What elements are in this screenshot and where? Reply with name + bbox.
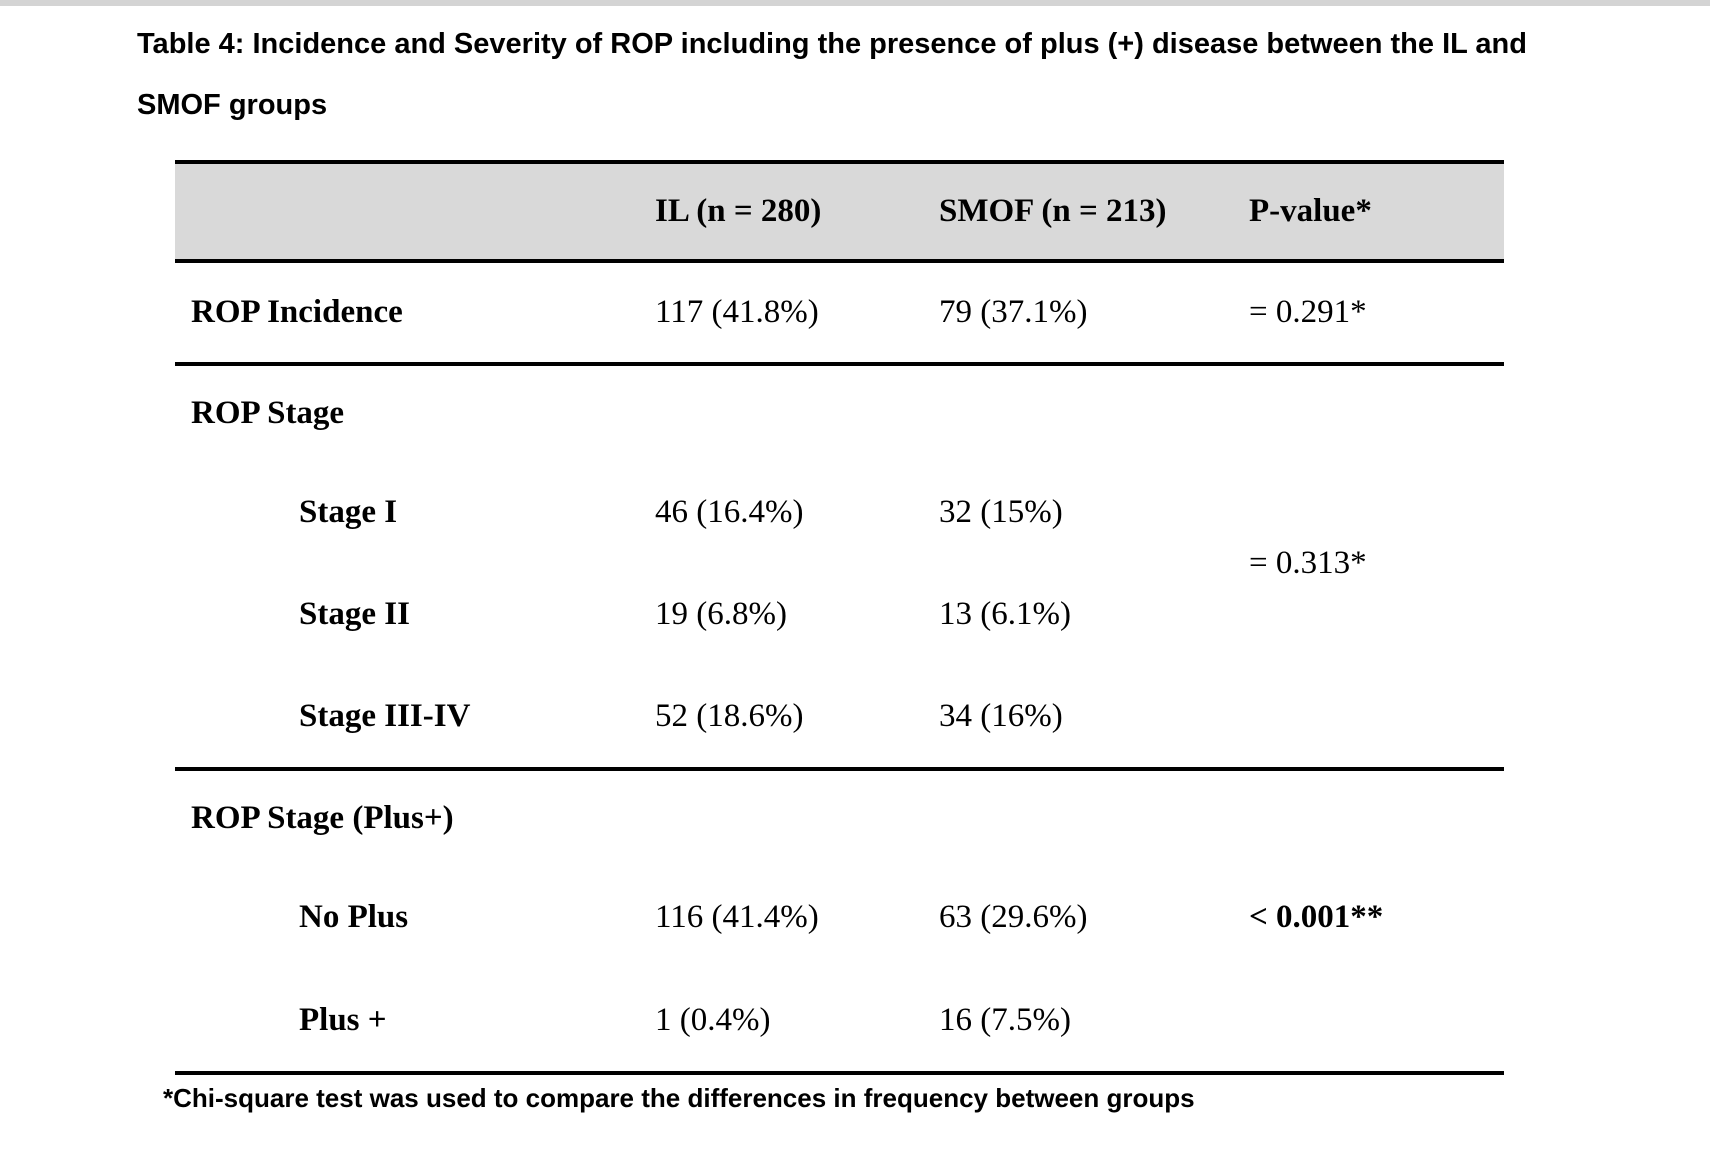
table-row-plus-heading: ROP Stage (Plus+) (175, 769, 1504, 866)
cell-stage-2-il: 19 (6.8%) (655, 595, 787, 632)
section-label-stage: ROP Stage (191, 395, 345, 431)
cell-no-plus-il: 116 (41.4%) (655, 899, 819, 935)
results-table-container: IL (n = 280) SMOF (n = 213) P-value* ROP… (175, 160, 1504, 1075)
cell-incidence-smof: 79 (37.1%) (939, 261, 1249, 366)
empty-cell (1249, 769, 1504, 866)
empty-cell (655, 364, 939, 461)
table-row-stage-2: Stage II 19 (6.8%) 13 (6.1%) (175, 563, 1504, 665)
table-caption: Table 4: Incidence and Severity of ROP i… (137, 14, 1617, 136)
cell-incidence-p: = 0.291* (1249, 261, 1504, 366)
row-label-stage-3-4: Stage III-IV (175, 665, 655, 771)
cell-stage-3-4-smof: 34 (16%) (939, 665, 1249, 771)
row-label-no-plus: No Plus (299, 899, 409, 935)
section-label-plus: ROP Stage (Plus+) (191, 800, 454, 836)
cell-incidence-il: 117 (41.8%) (655, 261, 939, 366)
table-row-stage-heading: ROP Stage (175, 364, 1504, 461)
table-row-no-plus: No Plus 116 (41.4%) 63 (29.6%) < 0.001** (175, 866, 1504, 969)
cell-stage-p: = 0.313* (1249, 544, 1367, 581)
row-label-incidence: ROP Incidence (175, 261, 655, 366)
table-footnote: *Chi-square test was used to compare the… (163, 1083, 1195, 1113)
table-row-stage-1: Stage I 46 (16.4%) 32 (15%) = 0.313* (175, 461, 1504, 581)
row-label-stage-1: Stage I (299, 493, 398, 530)
cell-plus-il: 1 (0.4%) (655, 969, 939, 1075)
caption-line-1: Table 4: Incidence and Severity of ROP i… (137, 28, 1527, 60)
caption-line-2: SMOF groups (137, 89, 328, 121)
header-smof: SMOF (n = 213) (939, 160, 1249, 263)
header-il: IL (n = 280) (655, 160, 939, 263)
table-row-plus: Plus + 1 (0.4%) 16 (7.5%) (175, 969, 1504, 1075)
cell-plus-p: < 0.001** (1249, 899, 1384, 935)
cell-plus-smof: 16 (7.5%) (939, 969, 1249, 1075)
empty-cell (655, 769, 939, 866)
cell-stage-3-4-il: 52 (18.6%) (655, 665, 939, 771)
empty-cell (1249, 364, 1504, 461)
empty-cell (939, 364, 1249, 461)
header-empty (175, 160, 655, 263)
cell-no-plus-smof: 63 (29.6%) (939, 899, 1088, 935)
table-row-incidence: ROP Incidence 117 (41.8%) 79 (37.1%) = 0… (175, 261, 1504, 366)
table-header-row: IL (n = 280) SMOF (n = 213) P-value* (175, 160, 1504, 263)
cell-stage-2-smof: 13 (6.1%) (939, 595, 1071, 632)
rop-results-table: IL (n = 280) SMOF (n = 213) P-value* ROP… (175, 160, 1504, 1075)
window-top-strip (0, 0, 1710, 6)
table-row-stage-3-4: Stage III-IV 52 (18.6%) 34 (16%) (175, 665, 1504, 771)
empty-cell (939, 769, 1249, 866)
header-pvalue: P-value* (1249, 160, 1504, 263)
row-label-stage-2: Stage II (299, 595, 410, 632)
row-label-plus: Plus + (175, 969, 655, 1075)
cell-stage-1-il: 46 (16.4%) (655, 493, 804, 530)
cell-stage-1-smof: 32 (15%) (939, 493, 1063, 530)
empty-cell (1249, 969, 1504, 1075)
empty-cell (1249, 665, 1504, 771)
